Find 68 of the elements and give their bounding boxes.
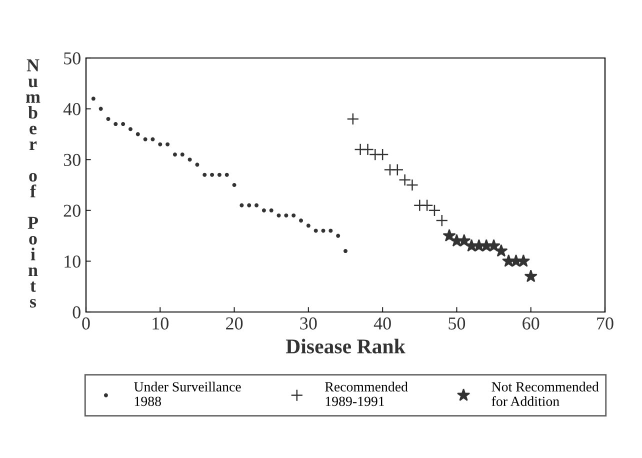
- point: [314, 228, 318, 233]
- point: [328, 228, 333, 233]
- point: [114, 122, 118, 126]
- point: [420, 199, 434, 212]
- y-tick-label: 10: [64, 255, 80, 268]
- point: [254, 203, 259, 208]
- x-tick-label: 50: [448, 317, 466, 330]
- text: Number of Points: [26, 59, 40, 308]
- point: [166, 142, 170, 146]
- x-tick-label: 40: [374, 317, 391, 330]
- point: [106, 116, 110, 121]
- point: [143, 137, 148, 142]
- point: [188, 158, 192, 162]
- point: [276, 213, 281, 218]
- point: [376, 148, 389, 161]
- x-tick-label: 70: [597, 317, 614, 330]
- point: [442, 228, 456, 242]
- y-tick-label: 50: [64, 52, 80, 64]
- legend-label: Recommended 1989-1991: [325, 382, 408, 406]
- point: [336, 234, 340, 238]
- point: [128, 127, 132, 132]
- y-tick-label: 20: [64, 204, 80, 217]
- x-tick-label: 30: [300, 317, 317, 330]
- point: [240, 203, 244, 208]
- point: [202, 172, 207, 177]
- point: [180, 152, 184, 157]
- legend-label: Under Surveillance 1988: [134, 382, 241, 406]
- point: [516, 254, 530, 267]
- point: [362, 143, 374, 156]
- point: [91, 96, 96, 101]
- point: [398, 174, 411, 186]
- point: [346, 112, 360, 126]
- x-tick-label: 20: [226, 317, 243, 330]
- point: [487, 239, 500, 252]
- point: [436, 214, 448, 227]
- point: [195, 162, 200, 167]
- x-tick-label: 60: [522, 317, 540, 330]
- point: [284, 213, 288, 218]
- point: [262, 208, 266, 212]
- point: [406, 178, 418, 192]
- y-tick-label: 0: [72, 306, 80, 318]
- point: [306, 224, 310, 228]
- point: [210, 172, 214, 177]
- y-tick-label: 40: [63, 103, 80, 116]
- point: [343, 249, 348, 254]
- point: [172, 152, 177, 157]
- point: [428, 204, 441, 217]
- point: [232, 182, 236, 188]
- point: [150, 137, 155, 142]
- point: [292, 213, 296, 218]
- point: [299, 218, 304, 223]
- y-tick-label: 30: [64, 154, 80, 166]
- point: [158, 142, 162, 146]
- legend-label: Not Recommended for Addition: [492, 382, 599, 406]
- point: [391, 164, 404, 176]
- point: [247, 203, 252, 208]
- point: [121, 122, 126, 126]
- point: [524, 270, 538, 282]
- point: [494, 244, 508, 257]
- x-tick-label: 10: [152, 317, 168, 330]
- point: [224, 172, 229, 177]
- x-axis-title: Disease Rank: [286, 338, 406, 354]
- point: [269, 208, 274, 212]
- point: [321, 228, 326, 233]
- x-tick-label: 0: [82, 317, 90, 330]
- point: [98, 106, 103, 111]
- point: [217, 172, 222, 177]
- point: [136, 132, 140, 136]
